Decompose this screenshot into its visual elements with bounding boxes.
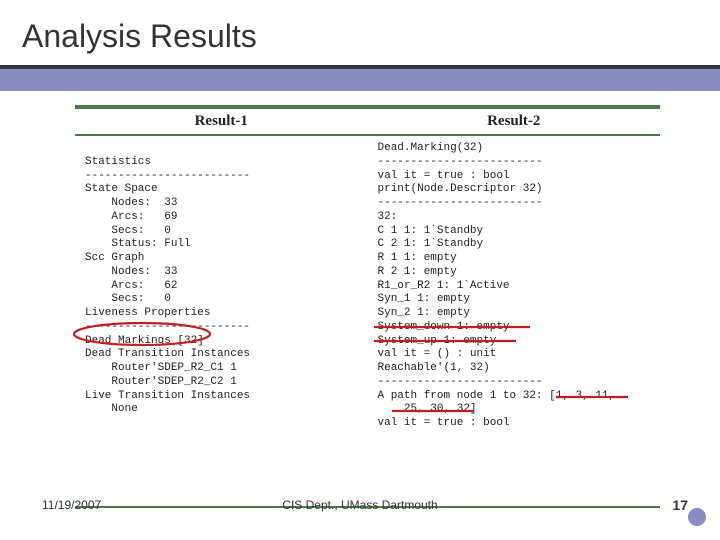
footer: 11/19/2007 CIS Dept., UMass Dartmouth 17 xyxy=(0,498,720,512)
footer-page-number: 17 xyxy=(672,497,688,513)
column-header-left: Result-1 xyxy=(75,109,368,134)
footer-date: 11/19/2007 xyxy=(42,498,101,512)
title-rule-purple xyxy=(0,69,720,91)
footer-center: CIS Dept., UMass Dartmouth xyxy=(0,498,720,512)
column-header-right: Result-2 xyxy=(368,109,661,134)
table-body-row: Statistics ------------------------- Sta… xyxy=(75,136,660,506)
result1-text: Statistics ------------------------- Sta… xyxy=(75,136,368,506)
table-header-row: Result-1 Result-2 xyxy=(75,109,660,136)
result2-content: Dead.Marking(32) -----------------------… xyxy=(378,142,616,429)
result1-content: Statistics ------------------------- Sta… xyxy=(85,156,250,416)
slide-title: Analysis Results xyxy=(22,18,720,55)
result2-text: Dead.Marking(32) -----------------------… xyxy=(368,136,661,506)
results-table: Result-1 Result-2 Statistics -----------… xyxy=(75,105,660,508)
corner-dot-icon xyxy=(688,508,706,526)
